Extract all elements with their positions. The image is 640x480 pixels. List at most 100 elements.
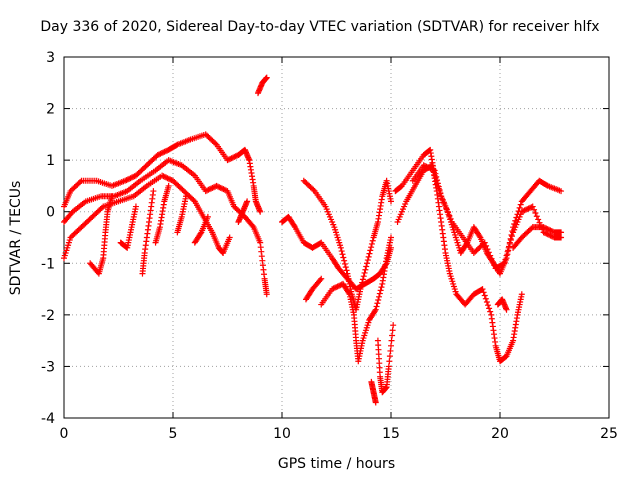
data-point [433,173,440,180]
data-point [165,182,172,189]
data-point [368,244,375,251]
data-point [541,224,548,231]
data-point [343,267,350,274]
data-point [431,167,438,174]
data-point [506,240,513,247]
data-point [231,153,238,160]
data-point [532,210,539,217]
data-point [479,286,486,293]
data-point [190,197,197,204]
data-point [362,266,369,273]
data-point [387,347,394,354]
series-branch-d6 [191,213,211,246]
data-point [442,202,449,209]
data-point [98,204,105,211]
data-point [508,233,515,240]
data-point [161,148,168,155]
chart-title: Day 336 of 2020, Sidereal Day-to-day VTE… [40,19,600,35]
series-track-g [318,234,394,365]
data-point [517,201,524,208]
data-point [208,185,215,192]
data-point [422,162,429,169]
series-track-i [392,146,565,277]
data-point [263,74,270,81]
data-point [524,206,531,213]
data-point [160,173,167,180]
data-point [225,156,232,163]
data-point [375,297,382,304]
data-point [503,306,510,313]
data-point [420,162,427,169]
data-point [368,240,375,247]
data-point [540,229,547,236]
data-point [342,264,349,271]
data-point [438,193,445,200]
data-point [520,208,527,215]
data-point [480,289,487,296]
data-point [229,154,236,161]
data-point [367,247,374,254]
data-point [226,234,233,241]
data-point [439,196,446,203]
data-point [338,248,345,255]
data-point [108,193,115,200]
data-point [502,256,509,263]
data-point [481,292,488,299]
axis-ticks: 0 5 10 15 20 25 -4 -3 -2 -1 0 1 2 3 [41,50,618,442]
data-point [341,260,348,267]
data-point [360,273,367,280]
data-point [130,173,137,180]
data-point [444,209,451,216]
data-point [432,170,439,177]
y-tick-label: 1 [46,153,55,169]
data-point [157,150,164,157]
x-tick-label: 20 [491,426,509,442]
x-tick-label: 10 [273,426,291,442]
data-point [443,206,450,213]
y-tick-label: -2 [41,308,55,324]
data-point [263,291,270,298]
data-point [436,186,443,193]
y-tick-label: -4 [41,411,55,427]
data-point [516,204,523,211]
data-point [334,283,341,290]
data-point [430,166,437,173]
data-point [486,305,493,312]
data-point [333,284,340,291]
data-point [482,295,489,302]
data-point [126,175,133,182]
data-point [162,148,169,155]
data-point [377,287,384,294]
data-point [525,205,532,212]
data-point [548,228,555,235]
data-point [167,176,174,183]
data-point [546,226,553,233]
data-point [522,206,529,213]
data-point [388,234,394,241]
data-point [543,230,550,237]
data-point [318,275,325,282]
plot-frame [63,56,610,419]
data-point [518,208,525,215]
data-point [372,306,379,313]
data-point [197,230,204,237]
data-point [558,234,565,241]
data-point [541,229,548,236]
data-point [500,260,507,267]
data-point [434,177,441,184]
data-point [123,177,130,184]
data-point [372,399,379,406]
data-point [435,183,442,190]
series-branch-d7 [235,198,251,226]
data-point [484,246,491,253]
data-point [371,307,378,314]
series-track-l [510,224,565,251]
data-point [546,231,553,238]
y-tick-label: 2 [46,102,55,118]
data-point [388,337,395,344]
data-point [543,182,550,189]
data-point [361,269,368,276]
data-point [487,308,494,315]
data-point [340,254,347,261]
data-point [547,227,554,234]
